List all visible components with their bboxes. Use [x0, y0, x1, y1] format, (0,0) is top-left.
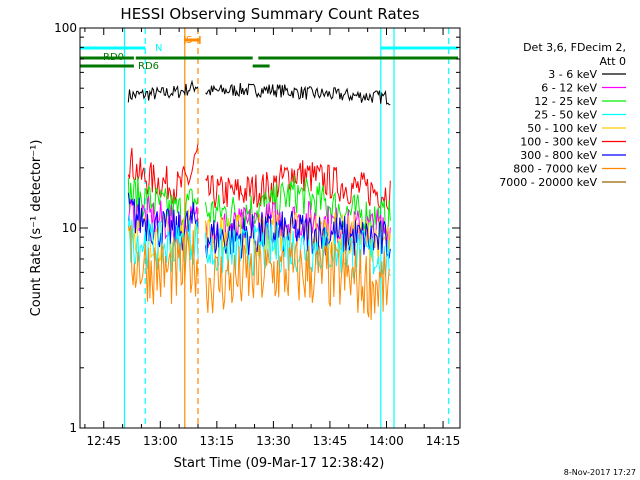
- series-12-25-kev-seg-0: [127, 176, 199, 229]
- x-tick-label: 13:00: [143, 434, 178, 448]
- bar-label-n: N: [155, 43, 162, 54]
- legend-entry-label: 300 - 800 keV: [520, 149, 597, 162]
- legend-entry-label: 50 - 100 keV: [527, 122, 597, 135]
- legend-header-line2: Att 0: [600, 55, 626, 68]
- footer-timestamp: 8-Nov-2017 17:27: [564, 468, 636, 477]
- plot-area: N S RD0 RD6: [80, 28, 459, 428]
- legend-entry-label: 25 - 50 keV: [534, 109, 597, 122]
- series-25-50-kev-seg-1: [205, 222, 391, 280]
- series-100-300-kev-seg-0: [127, 143, 199, 204]
- x-tick-label: 14:15: [426, 434, 461, 448]
- legend-entry-label: 800 - 7000 keV: [513, 163, 597, 176]
- chart-title: HESSI Observing Summary Count Rates: [120, 5, 419, 23]
- x-tick-label: 12:45: [86, 434, 121, 448]
- series-3-6-kev-seg-0: [127, 79, 199, 103]
- series-3-6-kev-seg-1: [205, 82, 391, 106]
- x-tick-label: 14:00: [369, 434, 404, 448]
- series-800-7000-kev-seg-1: [205, 241, 391, 321]
- series-300-800-kev-seg-1: [205, 210, 391, 259]
- bar-label-rd0: RD0: [103, 52, 124, 63]
- y-axis-label: Count Rate (s⁻¹ detector⁻¹): [29, 140, 44, 317]
- bar-label-s: S: [186, 35, 192, 46]
- y-tick-label: 1: [69, 421, 77, 435]
- legend-entry-label: 3 - 6 keV: [548, 68, 597, 81]
- legend-entry-label: 12 - 25 keV: [534, 95, 597, 108]
- axes: 12:45 13:00 13:15 13:30 13:45 14:00 14:15 1 10 10…: [54, 21, 461, 448]
- x-tick-label: 13:45: [313, 434, 348, 448]
- x-tick-label: 13:15: [200, 434, 235, 448]
- series-800-7000-kev-seg-0: [127, 225, 199, 305]
- legend-entry-label: 7000 - 20000 keV: [499, 176, 597, 189]
- series-300-800-kev-seg-0: [127, 192, 199, 251]
- y-tick-label: 10: [62, 221, 77, 235]
- series-100-300-kev-seg-1: [205, 160, 391, 213]
- x-tick-label: 13:30: [256, 434, 291, 448]
- legend-entry-label: 100 - 300 keV: [520, 136, 597, 149]
- bar-label-rd6: RD6: [138, 61, 159, 72]
- y-tick-label: 100: [54, 21, 77, 35]
- x-axis-label: Start Time (09-Mar-17 12:38:42): [174, 456, 385, 471]
- legend-entry-label: 6 - 12 keV: [541, 82, 597, 95]
- legend-header-line1: Det 3,6, FDecim 2,: [523, 41, 626, 54]
